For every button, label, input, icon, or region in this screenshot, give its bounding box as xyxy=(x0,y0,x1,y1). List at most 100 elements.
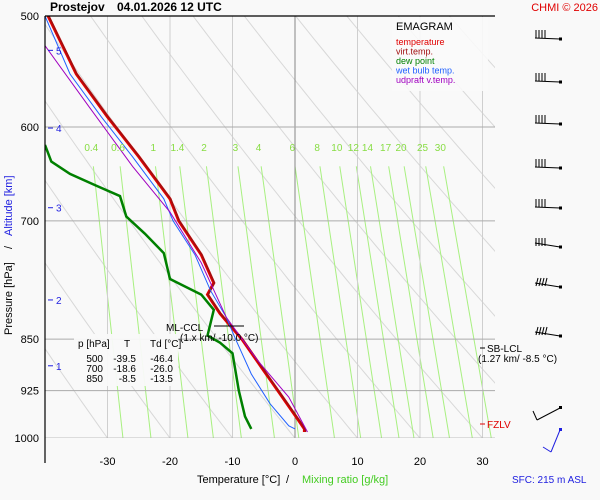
table-box xyxy=(74,334,178,386)
mixing-ratio-label: 0.6 xyxy=(111,143,125,154)
temperature-tick-label: 20 xyxy=(414,456,426,468)
altitude-tick-label: 1 xyxy=(56,362,62,373)
mixing-ratio-line xyxy=(154,166,189,438)
mixing-ratio-line xyxy=(443,166,492,438)
mixing-ratio-label: 2 xyxy=(201,143,207,154)
mixing-ratio-label: 1.4 xyxy=(170,143,184,154)
mixing-ratio-label: 0.4 xyxy=(84,143,98,154)
barb-flag xyxy=(544,277,548,287)
mixing-ratio-label: 20 xyxy=(395,143,407,154)
mixing-ratio-label: 3 xyxy=(233,143,239,154)
legend-item: dew point xyxy=(396,56,435,66)
sb-lcl-label: SB-LCL xyxy=(487,344,522,355)
table-cell: -8.5 xyxy=(119,374,137,385)
altitude-tick-label: 4 xyxy=(56,124,62,135)
barb-shaft xyxy=(534,122,561,125)
mixing-ratio-label: 12 xyxy=(348,143,360,154)
mixing-ratio-label: 30 xyxy=(435,143,447,154)
dry-adiabat xyxy=(45,23,358,438)
wind-barb xyxy=(534,73,562,84)
barb-station xyxy=(559,122,562,126)
barb-flag xyxy=(544,326,548,336)
barb-shaft xyxy=(536,407,561,421)
mixing-ratio-line xyxy=(403,166,450,438)
wind-barbs xyxy=(532,30,562,453)
dry-adiabat xyxy=(192,16,495,384)
mixing-ratio-line xyxy=(205,166,242,438)
altitude-tick-label: 5 xyxy=(56,46,62,57)
temperature-tick-label: 30 xyxy=(476,456,488,468)
series-udpraft-v-temp xyxy=(45,45,308,433)
barb-flag xyxy=(535,326,539,336)
temperature-tick-label: 10 xyxy=(351,456,363,468)
mixing-ratio-line xyxy=(339,166,383,438)
temperature-tick-label: -30 xyxy=(100,456,116,468)
temperature-tick-label: -20 xyxy=(162,456,178,468)
mixing-ratio-label: 6 xyxy=(290,143,296,154)
dry-adiabat xyxy=(45,100,296,438)
legend-title: EMAGRAM xyxy=(396,21,453,33)
barb-flag xyxy=(535,277,539,287)
dry-adiabat xyxy=(45,179,233,438)
fzlv-label: FZLV xyxy=(487,420,511,431)
legend-item: virt.temp. xyxy=(396,47,433,57)
dry-adiabat xyxy=(243,16,495,317)
barb-station xyxy=(559,80,562,84)
x-axis-label-2: Mixing ratio [g/kg] xyxy=(302,474,388,486)
mixing-ratio-label: 14 xyxy=(362,143,374,154)
table-cell: -46.4 xyxy=(150,354,173,365)
datetime-title: 04.01.2026 12 UTC xyxy=(117,0,222,14)
wind-barb xyxy=(534,277,562,289)
barb-flag xyxy=(541,277,545,287)
mixing-ratio-line xyxy=(260,166,300,438)
table-header: Td [°C] xyxy=(150,339,181,350)
barb-flag xyxy=(541,326,545,336)
mixing-ratio-label: 10 xyxy=(331,143,343,154)
barb-station xyxy=(559,406,562,409)
altitude-tick-label: 2 xyxy=(56,296,62,307)
mixing-ratio-line xyxy=(237,166,275,438)
table-cell: -13.5 xyxy=(150,374,173,385)
temperature-tick-label: 0 xyxy=(292,456,298,468)
y-axis-label-group: Pressure [hPa] / Altitude [km] xyxy=(3,175,15,335)
mixing-ratio-line xyxy=(294,166,335,438)
pressure-tick-label: 925 xyxy=(21,386,39,398)
legend-box xyxy=(392,17,488,91)
mixing-ratio-line xyxy=(179,166,214,438)
sfc-label: SFC: 215 m ASL xyxy=(512,475,587,486)
legend-item: wet bulb temp. xyxy=(395,66,455,76)
barb-station xyxy=(559,245,562,249)
altitude-tick-label: 3 xyxy=(56,204,62,215)
series-wet-bulb-temp xyxy=(45,16,296,430)
mixing-ratio-line xyxy=(119,166,152,438)
barb-flag xyxy=(542,446,552,453)
mixing-ratio-label: 8 xyxy=(314,143,320,154)
y-axis-label: Pressure [hPa] xyxy=(3,262,15,335)
dry-adiabat xyxy=(45,347,108,438)
y-axis-label-2: Altitude [km] xyxy=(3,175,15,236)
ml-ccl-value: (1.x km/ -10.0 °C) xyxy=(180,333,258,344)
legend-item: temperature xyxy=(396,37,445,47)
series-layer xyxy=(45,16,308,433)
table-cell: -26.0 xyxy=(150,364,173,375)
barb-station xyxy=(559,166,562,170)
x-axis-separator: / xyxy=(286,474,290,486)
barb-shaft xyxy=(534,80,561,83)
series-dew-point xyxy=(45,144,253,430)
wind-barb xyxy=(534,326,562,338)
dry-adiabat xyxy=(501,16,600,438)
wind-barb xyxy=(534,30,562,41)
dry-adiabat xyxy=(141,16,483,438)
barb-flag xyxy=(532,410,538,421)
series-virt-temp xyxy=(48,16,307,433)
barb-shaft xyxy=(534,166,561,169)
wind-barb xyxy=(534,115,562,126)
barb-shaft xyxy=(534,206,561,209)
wind-barb xyxy=(542,428,562,453)
mixing-ratio-label: 17 xyxy=(380,143,392,154)
dry-adiabat xyxy=(90,16,421,438)
table-cell: 850 xyxy=(86,374,103,385)
barb-station xyxy=(559,334,562,338)
